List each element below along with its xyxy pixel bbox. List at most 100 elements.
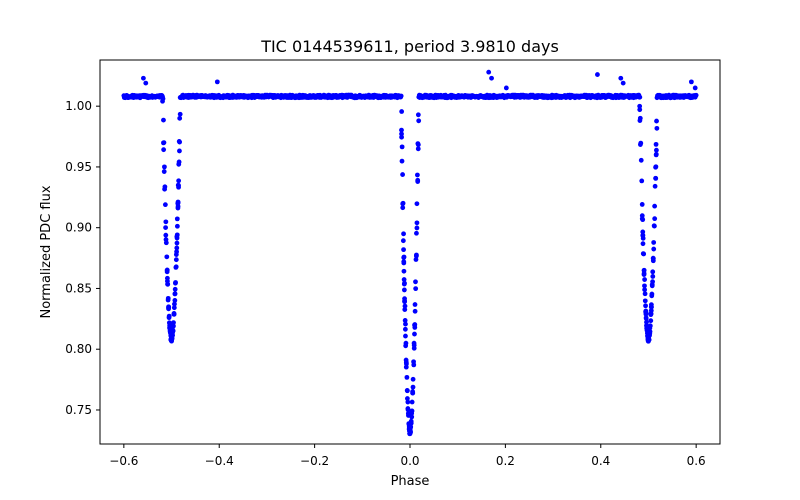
data-point [654,118,659,124]
plot-frame [99,59,721,445]
data-point [161,140,166,146]
data-point [413,253,419,259]
data-point [637,103,643,109]
data-point [401,268,407,274]
data-point [412,302,418,307]
data-point [409,408,415,414]
data-point [171,311,177,317]
data-point [411,345,417,351]
data-point [639,202,645,207]
data-point [620,80,626,86]
data-point [642,291,648,297]
data-point [168,334,174,340]
data-point [401,255,407,260]
data-point [165,297,171,303]
data-point [161,147,167,153]
x-axis-label: Phase [391,474,430,489]
data-point [414,230,419,236]
data-point [400,172,405,177]
data-points [121,69,699,437]
data-point [639,178,645,184]
data-point [176,184,181,190]
data-point [647,323,653,329]
data-point [166,315,172,321]
data-point [642,283,647,289]
data-point [177,115,183,121]
data-point [595,72,600,77]
data-point [214,79,220,85]
y-tick-label: 0.75 [65,403,92,417]
data-point [692,85,698,91]
y-tick-label: 0.95 [65,160,92,174]
data-point [639,213,645,219]
data-point [642,298,648,304]
data-point [641,271,647,276]
data-point [486,69,492,75]
data-point [401,231,406,237]
data-point [174,216,180,222]
data-point [640,241,646,247]
data-point [407,431,413,437]
data-point [161,169,167,174]
data-point [649,291,655,297]
data-point [414,220,420,226]
data-point [415,146,421,152]
data-point [176,159,182,165]
data-point [408,425,413,431]
data-point [162,202,168,208]
data-point [403,321,408,327]
data-point [402,299,408,305]
data-point [402,303,408,309]
data-point [640,233,646,238]
data-point [688,79,694,85]
data-point [399,158,405,164]
data-point [415,112,421,118]
data-point [415,172,420,178]
data-point [163,219,169,225]
data-point [637,118,643,123]
data-point [649,304,654,310]
data-point [399,127,404,133]
data-point [400,201,406,207]
data-point [173,280,178,285]
data-point [398,93,404,99]
data-point [172,298,178,303]
data-point [651,240,657,245]
data-point [174,240,180,246]
data-point [652,183,658,189]
data-point [416,118,422,124]
data-point [648,308,654,313]
data-point [404,388,410,393]
x-tick-label: 0.0 [400,454,419,468]
data-point [693,92,699,98]
data-point [415,179,421,184]
y-axis-ticks: 0.75 0.80 0.85 0.90 0.95 1.00 [65,99,100,417]
data-point [172,291,178,297]
data-point [177,139,183,145]
data-point [168,338,174,344]
data-point [653,141,659,147]
data-point [412,331,417,337]
data-point [412,322,418,327]
x-tick-label: −0.4 [205,454,234,468]
data-point [402,318,408,323]
data-point [618,75,624,81]
data-point [177,111,183,117]
data-point [643,316,649,321]
data-point [408,418,414,424]
data-point [171,320,176,326]
data-point [177,148,182,154]
data-point [404,396,410,401]
data-point [141,75,146,81]
data-point [167,321,173,327]
data-point [640,229,646,235]
data-point [653,175,659,181]
data-point [401,259,407,265]
data-point [489,75,494,81]
data-point [410,376,416,382]
data-point [401,287,407,293]
data-point [650,279,655,285]
data-point [164,269,170,275]
data-point [643,303,648,309]
x-tick-label: 0.2 [496,454,515,468]
